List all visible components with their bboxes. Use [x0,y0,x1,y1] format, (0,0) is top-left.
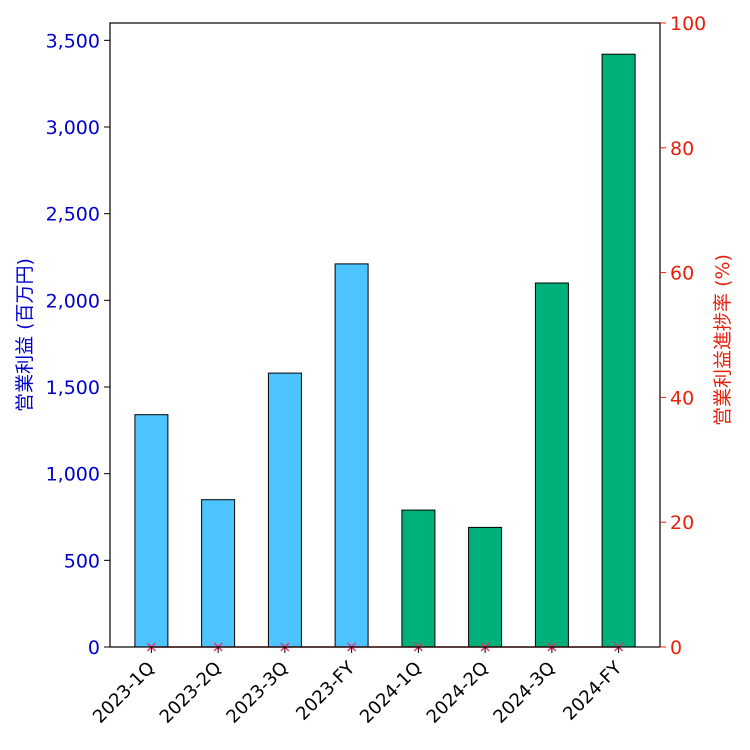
x-tick-label: 2023-1Q [89,658,159,728]
right-axis: 0 20 40 60 80 100 [660,13,706,659]
bar-2024-2Q [468,526,503,648]
x-tick-label: 2024-2Q [423,658,493,728]
right-tick-label: 100 [670,13,706,35]
right-tick-label: 80 [670,138,694,160]
bar-2023-1Q [134,414,169,648]
bar-group [134,53,636,648]
bar-2023-FY [334,263,369,648]
right-tick-label: 20 [670,512,694,534]
right-tick-label: 0 [670,637,682,659]
right-axis-title: 営業利益進捗率 (%) [712,254,734,426]
left-tick-label: 2,500 [46,204,100,226]
bar-2024-FY [601,53,636,648]
plot-border [109,22,661,648]
bar-2023-3Q [267,372,302,648]
x-tick-label: 2023-2Q [156,658,226,728]
left-axis: 0 500 1,000 1,500 2,000 2,500 3,000 3,500 [46,30,110,659]
x-tick-label: 2023-3Q [222,658,292,728]
left-tick-label: 2,000 [46,290,100,312]
bar-2023-2Q [201,499,236,648]
left-tick-label: 3,500 [46,30,100,52]
x-tick-label: 2024-FY [559,657,627,725]
bar-2024-1Q [401,509,436,648]
right-tick-label: 40 [670,387,694,409]
left-tick-label: 3,000 [46,117,100,139]
left-tick-label: 1,500 [46,377,100,399]
plot-frame [109,22,661,648]
x-tick-label: 2023-FY [292,657,360,725]
left-axis-title: 営業利益 (百万円) [14,258,36,412]
left-tick-label: 500 [64,550,100,572]
x-tick-label: 2024-1Q [356,658,426,728]
left-tick-label: 0 [88,637,100,659]
right-tick-label: 60 [670,263,694,285]
bar-2024-3Q [534,282,569,648]
left-tick-label: 1,000 [46,464,100,486]
x-tick-label: 2024-3Q [489,658,559,728]
